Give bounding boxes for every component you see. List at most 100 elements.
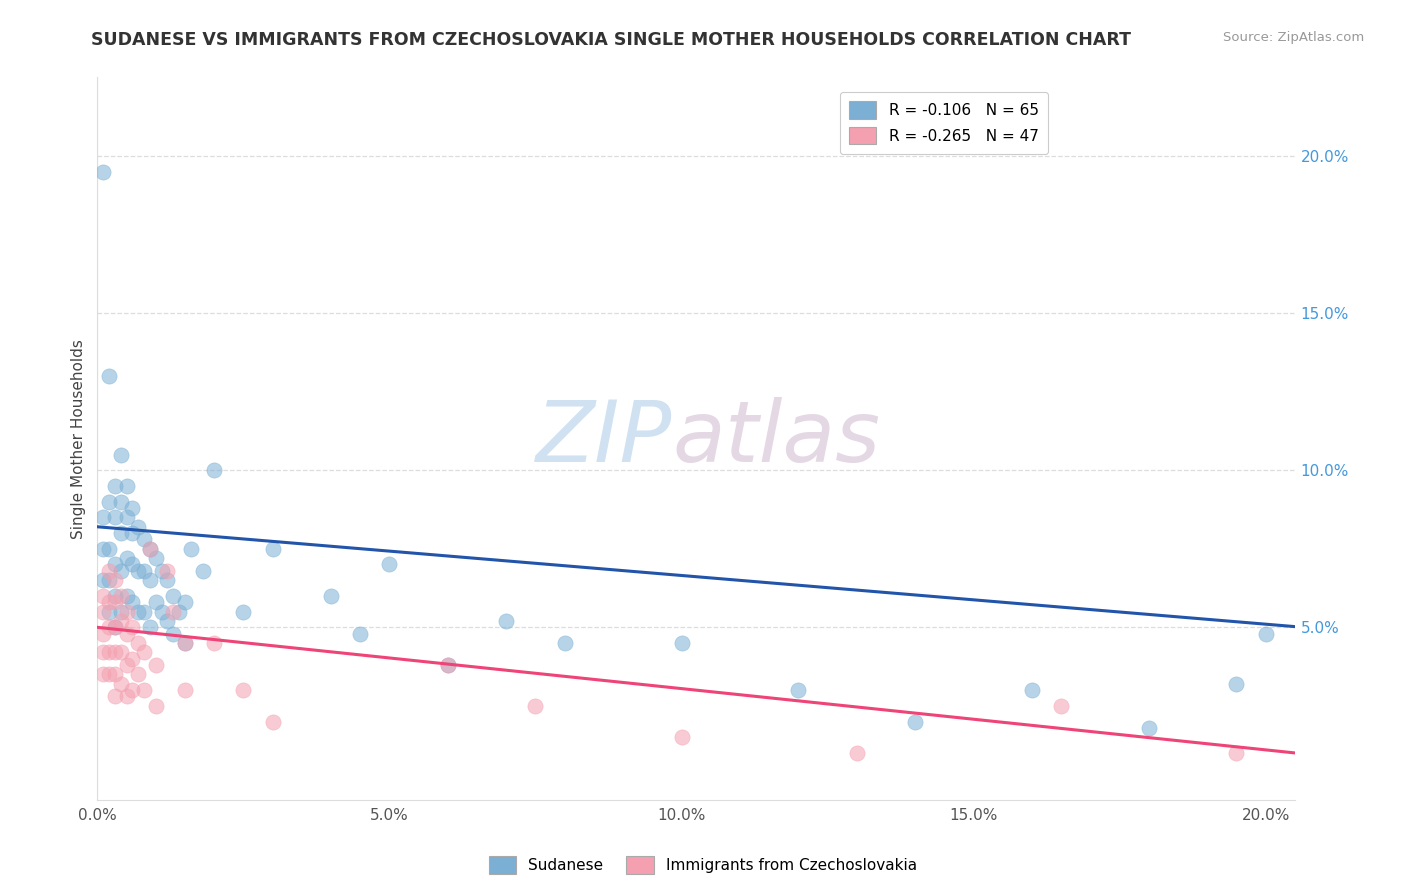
Point [91,667,114,681]
Point [127,605,149,619]
Point [104,589,127,603]
Point [104,645,127,659]
Point [139,541,162,556]
Point [104,620,127,634]
Legend: R = -0.106   N = 65, R = -0.265   N = 47: R = -0.106 N = 65, R = -0.265 N = 47 [839,92,1047,153]
Point [110,448,132,462]
Point [156,573,179,587]
Point [132,533,155,547]
Point [98,620,121,634]
Point [121,500,143,515]
Point [156,564,179,578]
Point [174,636,197,650]
Point [437,658,460,673]
Point [174,595,197,609]
Point [110,589,132,603]
Point [904,714,927,729]
Point [104,479,127,493]
Point [349,626,371,640]
Point [132,645,155,659]
Point [127,520,149,534]
Point [91,510,114,524]
Point [162,589,184,603]
Point [91,573,114,587]
Point [319,589,342,603]
Point [671,636,693,650]
Point [1050,698,1073,713]
Point [115,551,138,566]
Point [91,541,114,556]
Point [110,645,132,659]
Point [91,645,114,659]
Point [98,573,121,587]
Point [232,683,254,698]
Point [121,526,143,541]
Point [167,605,190,619]
Point [115,479,138,493]
Point [554,636,576,650]
Point [174,683,197,698]
Point [1021,683,1043,698]
Point [110,677,132,691]
Point [110,605,132,619]
Point [1225,677,1247,691]
Point [115,690,138,704]
Point [1254,626,1277,640]
Point [98,494,121,508]
Point [98,667,121,681]
Point [524,698,547,713]
Point [121,683,143,698]
Point [91,626,114,640]
Point [1137,721,1160,735]
Point [787,683,810,698]
Point [262,541,284,556]
Point [115,658,138,673]
Point [98,595,121,609]
Point [162,626,184,640]
Point [139,541,162,556]
Point [139,573,162,587]
Point [202,636,225,650]
Point [104,510,127,524]
Point [145,595,167,609]
Point [150,605,173,619]
Point [127,667,149,681]
Point [121,595,143,609]
Point [104,558,127,572]
Point [104,573,127,587]
Point [671,731,693,745]
Point [378,558,401,572]
Point [115,605,138,619]
Point [91,605,114,619]
Text: Source: ZipAtlas.com: Source: ZipAtlas.com [1223,31,1364,45]
Point [162,605,184,619]
Text: atlas: atlas [672,397,880,480]
Point [191,564,214,578]
Text: ZIP: ZIP [536,397,672,480]
Point [110,526,132,541]
Legend: Sudanese, Immigrants from Czechoslovakia: Sudanese, Immigrants from Czechoslovakia [482,850,924,880]
Point [98,541,121,556]
Point [145,698,167,713]
Point [232,605,254,619]
Y-axis label: Single Mother Households: Single Mother Households [72,339,86,539]
Point [104,667,127,681]
Point [180,541,202,556]
Point [845,746,868,760]
Point [110,494,132,508]
Point [132,683,155,698]
Point [91,589,114,603]
Point [110,614,132,628]
Point [104,595,127,609]
Point [98,564,121,578]
Point [156,614,179,628]
Point [121,620,143,634]
Point [1225,746,1247,760]
Point [121,558,143,572]
Point [127,564,149,578]
Point [145,551,167,566]
Point [145,658,167,673]
Point [437,658,460,673]
Point [132,564,155,578]
Point [174,636,197,650]
